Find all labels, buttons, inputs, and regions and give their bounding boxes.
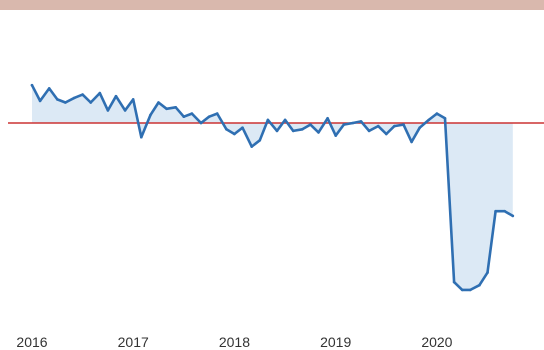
data-point-36: [334, 134, 338, 137]
data-point-21: [207, 115, 211, 118]
x-tick-label-2017: 2017: [118, 334, 149, 350]
data-point-5: [73, 96, 76, 100]
data-point-30: [283, 118, 287, 122]
data-point-12: [131, 98, 135, 101]
data-point-38: [351, 121, 355, 125]
data-point-4: [64, 101, 67, 104]
data-point-29: [275, 129, 279, 133]
data-point-24: [233, 132, 236, 136]
data-point-57: [511, 214, 515, 218]
series-area: [32, 85, 513, 290]
data-point-54: [486, 271, 489, 274]
data-point-48: [435, 112, 439, 115]
data-point-33: [309, 123, 312, 126]
data-point-55: [494, 209, 497, 213]
data-point-32: [301, 128, 304, 131]
data-point-56: [503, 209, 507, 213]
data-point-6: [81, 93, 84, 96]
data-point-53: [478, 283, 481, 287]
data-point-35: [326, 117, 329, 120]
data-point-22: [215, 112, 219, 115]
data-point-0: [30, 83, 34, 87]
data-point-27: [258, 139, 262, 142]
x-tick-label-2020: 2020: [421, 334, 452, 350]
data-point-51: [460, 288, 464, 292]
data-point-28: [266, 118, 270, 122]
x-tick-label-2016: 2016: [16, 334, 47, 350]
data-point-25: [241, 126, 244, 129]
data-point-17: [174, 106, 177, 109]
data-point-1: [38, 99, 42, 103]
data-point-13: [140, 135, 143, 139]
data-point-3: [56, 98, 59, 101]
data-point-14: [149, 113, 152, 117]
data-point-19: [190, 112, 194, 115]
data-point-23: [225, 128, 228, 131]
data-point-20: [199, 121, 203, 125]
data-point-52: [469, 288, 472, 292]
data-point-46: [418, 126, 422, 129]
data-point-9: [106, 109, 110, 112]
data-point-49: [443, 117, 447, 120]
data-point-2: [47, 87, 51, 90]
x-tick-label-2019: 2019: [320, 334, 351, 350]
data-point-15: [157, 101, 160, 104]
data-point-47: [427, 118, 431, 122]
data-point-39: [359, 120, 363, 123]
data-point-44: [402, 123, 405, 126]
x-tick-label-2018: 2018: [219, 334, 250, 350]
data-point-11: [123, 109, 127, 112]
data-point-50: [452, 280, 456, 284]
data-point-18: [182, 115, 186, 118]
header-band: [0, 0, 544, 10]
data-point-34: [317, 131, 320, 134]
data-point-31: [291, 129, 295, 133]
data-point-41: [376, 124, 380, 128]
series-line: [30, 83, 515, 292]
data-point-10: [114, 94, 118, 98]
data-point-40: [367, 129, 371, 133]
data-point-45: [410, 140, 413, 144]
data-point-43: [393, 124, 396, 128]
data-point-16: [165, 107, 168, 111]
data-point-37: [342, 123, 346, 126]
data-point-26: [250, 145, 253, 148]
data-point-8: [98, 91, 102, 95]
data-point-42: [385, 132, 388, 136]
data-point-7: [89, 101, 92, 104]
